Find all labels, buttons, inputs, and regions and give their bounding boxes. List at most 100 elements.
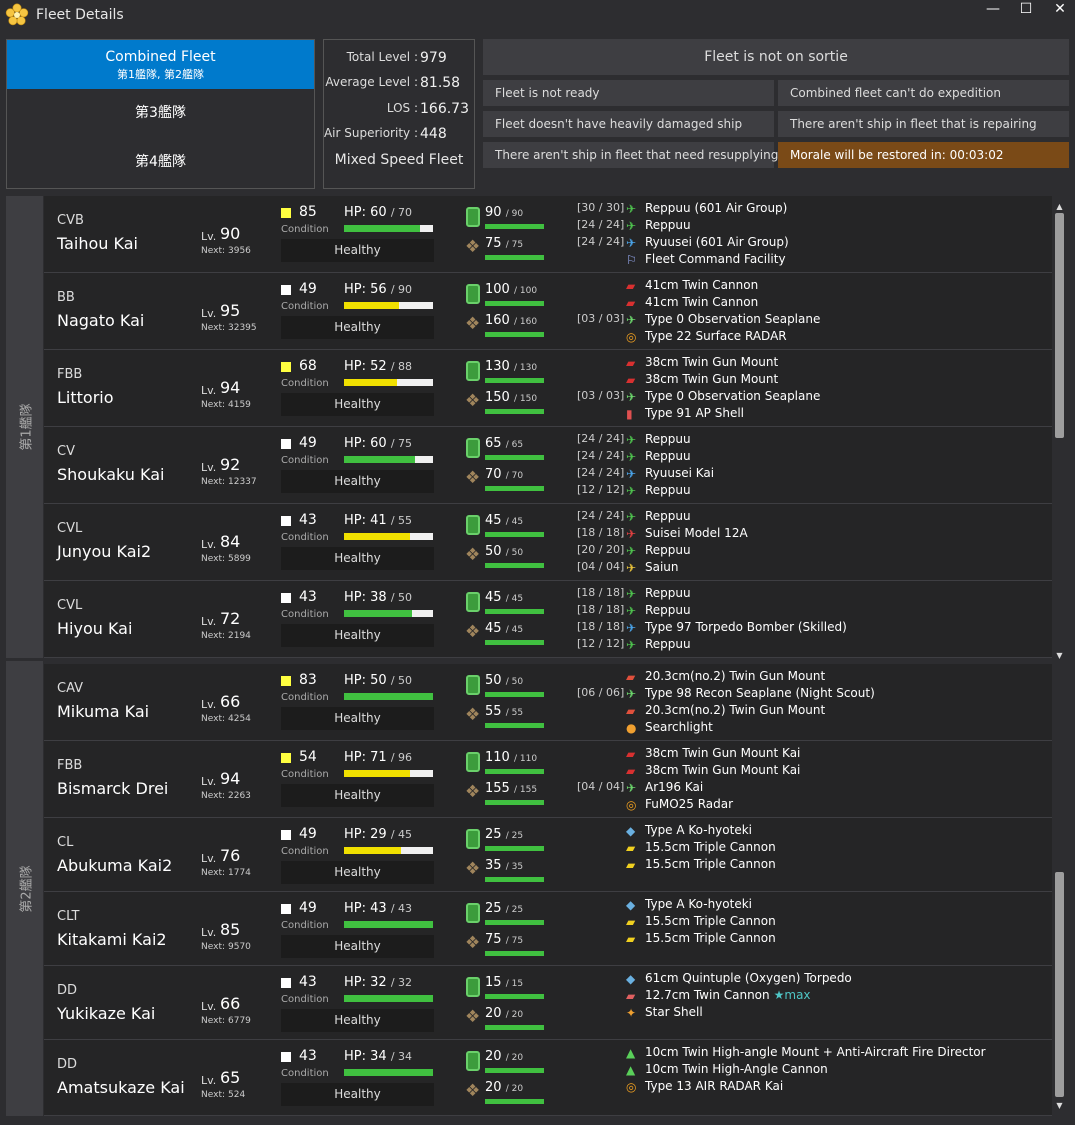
- ship-row[interactable]: CLT Kitakami Kai2 Lv. 85 Next: 9570 49 Conditio…: [44, 892, 1052, 966]
- equipment-slot-count: [18 / 18]: [577, 603, 625, 616]
- ship-name: Yukikaze Kai: [57, 1004, 156, 1023]
- scroll-down-arrow-icon[interactable]: ▼: [1056, 1101, 1063, 1110]
- ammo-readout: 155 / 155: [485, 781, 537, 796]
- scroll-down-arrow-icon[interactable]: ▼: [1056, 651, 1063, 660]
- scroll-thumb[interactable]: [1055, 213, 1064, 438]
- ship-row[interactable]: CVL Hiyou Kai Lv. 72 Next: 2194 43 Condition HP:…: [44, 581, 1052, 658]
- fighter-icon: ✈: [626, 638, 637, 652]
- damage-status: Healthy: [281, 393, 434, 416]
- level-label: Lv.: [201, 230, 217, 243]
- hp-max: / 70: [390, 206, 413, 219]
- main-gun-icon: ▰: [626, 296, 636, 310]
- ammo-value: 20: [485, 1006, 502, 1021]
- tab-fleet-4[interactable]: 第4艦隊: [135, 154, 186, 170]
- tab-label: Combined Fleet: [105, 49, 216, 65]
- hp-bar: [344, 995, 433, 1002]
- hp-bar-fill: [344, 610, 412, 617]
- scrollbar[interactable]: ▲ ▼ ▼: [1053, 196, 1066, 1116]
- hp-label: HP:: [344, 827, 366, 842]
- hp-max: / 55: [390, 514, 413, 527]
- fuel-max: / 100: [513, 286, 538, 296]
- ammo-value: 20: [485, 1080, 502, 1095]
- equipment-name-text: 38cm Twin Gun Mount Kai: [645, 746, 801, 760]
- equipment-name: 20.3cm(no.2) Twin Gun Mount: [645, 669, 825, 683]
- stat-value: 81.58: [420, 75, 461, 91]
- equipment-name-text: 41cm Twin Cannon: [645, 278, 759, 292]
- equipment-name: Suisei Model 12A: [645, 526, 748, 540]
- level-value: 66: [220, 994, 241, 1013]
- ship-row[interactable]: DD Amatsukaze Kai Lv. 65 Next: 524 43 Condition…: [44, 1040, 1052, 1116]
- ship-row[interactable]: FBB Littorio Lv. 94 Next: 4159 68 Condition HP: …: [44, 350, 1052, 427]
- fuel-bar: [485, 846, 544, 851]
- ship-row[interactable]: DD Yukikaze Kai Lv. 66 Next: 6779 43 Condition H…: [44, 966, 1052, 1040]
- next-exp-value: 1774: [228, 868, 251, 878]
- equipment-slot-count: [24 / 24]: [577, 235, 625, 248]
- level-label: Lv.: [201, 852, 217, 865]
- equipment-name: 10cm Twin High-angle Mount + Anti-Aircra…: [645, 1045, 986, 1059]
- ship-name: Mikuma Kai: [57, 702, 150, 721]
- level-label: Lv.: [201, 538, 217, 551]
- ship-row[interactable]: CVL Junyou Kai2 Lv. 84 Next: 5899 43 Condition H…: [44, 504, 1052, 581]
- ammo-bar-fill: [485, 877, 544, 882]
- ammo-icon: ❖: [465, 1007, 481, 1027]
- ship-row[interactable]: CV Shoukaku Kai Lv. 92 Next: 12337 49 Condition…: [44, 427, 1052, 504]
- hp-bar: [344, 610, 433, 617]
- ship-row[interactable]: CAV Mikuma Kai Lv. 66 Next: 4254 83 Condition HP…: [44, 664, 1052, 741]
- tab-sublabel: 第1艦隊, 第2艦隊: [117, 68, 204, 81]
- fuel-bar: [485, 1068, 544, 1073]
- fleet-label-text: 第2艦隊: [19, 864, 34, 913]
- level-value: 76: [220, 846, 241, 865]
- ship-row[interactable]: CVB Taihou Kai Lv. 90 Next: 3956 85 Condition HP…: [44, 196, 1052, 273]
- equipment-name: Type 0 Observation Seaplane: [645, 389, 820, 403]
- fuel-max: / 110: [513, 754, 538, 764]
- equipment-slot-count: [12 / 12]: [577, 637, 625, 650]
- scroll-thumb[interactable]: [1055, 872, 1064, 1097]
- close-button[interactable]: ✕: [1054, 1, 1066, 17]
- ammo-bar: [485, 486, 544, 491]
- equipment-name-text: Type A Ko-hyoteki: [645, 897, 752, 911]
- tab-combined-fleet[interactable]: Combined Fleet 第1艦隊, 第2艦隊: [7, 40, 314, 89]
- ammo-max-value: 75: [511, 240, 524, 250]
- equipment-name: Type 0 Observation Seaplane: [645, 312, 820, 326]
- searchlight-icon: ●: [626, 721, 637, 735]
- hp-bar: [344, 770, 433, 777]
- equipment-name: 38cm Twin Gun Mount Kai: [645, 763, 800, 777]
- fuel-bar-fill: [485, 301, 544, 306]
- equipment-name: Ryuusei Kai: [645, 466, 714, 480]
- ammo-icon: ❖: [465, 1081, 481, 1101]
- hp-max-value: 50: [398, 674, 413, 687]
- fuel-value: 90: [485, 205, 502, 220]
- equipment-slot-count: [04 / 04]: [577, 780, 625, 793]
- next-exp-value: 4159: [228, 400, 251, 410]
- level-value: 90: [220, 224, 241, 243]
- hp-bar: [344, 302, 433, 309]
- fuel-max-value: 20: [511, 1053, 524, 1063]
- equipment-slot-count: [24 / 24]: [577, 449, 625, 462]
- main-gun-icon: ▰: [626, 764, 636, 778]
- ship-row[interactable]: CL Abukuma Kai2 Lv. 76 Next: 1774 49 Condition H…: [44, 818, 1052, 892]
- equipment-name-text: FuMO25 Radar: [645, 797, 734, 811]
- ship-type: CVB: [57, 213, 84, 228]
- fuel-bar-fill: [485, 532, 544, 537]
- ship-row[interactable]: BB Nagato Kai Lv. 95 Next: 32395 49 Condition HP…: [44, 273, 1052, 350]
- ammo-value: 55: [485, 704, 502, 719]
- equipment-slot-count: [24 / 24]: [577, 432, 625, 445]
- damage-status: Healthy: [281, 316, 434, 339]
- hp-max: / 75: [390, 437, 413, 450]
- scroll-up-arrow-icon[interactable]: ▲: [1056, 202, 1063, 211]
- fuel-value: 20: [485, 1049, 502, 1064]
- condition-label: Condition: [281, 301, 329, 312]
- equipment-slot-count: [24 / 24]: [577, 509, 625, 522]
- ship-row[interactable]: FBB Bismarck Drei Lv. 94 Next: 2263 54 Conditio…: [44, 741, 1052, 818]
- tab-fleet-3[interactable]: 第3艦隊: [135, 105, 186, 121]
- morale-value: 68: [299, 358, 317, 374]
- ammo-max: / 155: [513, 785, 538, 795]
- minimize-button[interactable]: —: [986, 1, 1000, 17]
- maximize-button[interactable]: ☐: [1019, 1, 1033, 17]
- ship-type: DD: [57, 1057, 78, 1072]
- fuel-bar-fill: [485, 769, 544, 774]
- fuel-bar: [485, 455, 544, 460]
- hp-readout: HP: 32 / 32: [344, 975, 412, 990]
- equipment-name: Star Shell: [645, 1005, 703, 1019]
- morale-indicator-icon: [281, 208, 291, 218]
